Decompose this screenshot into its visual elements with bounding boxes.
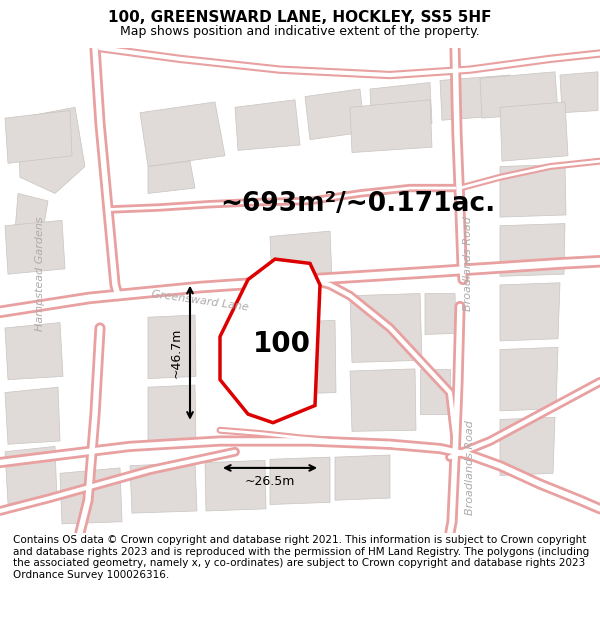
Text: 100: 100 (253, 330, 311, 358)
Text: Broadlands Road: Broadlands Road (463, 216, 473, 311)
Polygon shape (500, 164, 566, 217)
Polygon shape (205, 461, 266, 511)
Polygon shape (480, 72, 558, 118)
Text: ~26.5m: ~26.5m (245, 476, 295, 488)
Polygon shape (440, 75, 512, 120)
Text: Hampstead Gardens: Hampstead Gardens (35, 217, 45, 331)
Polygon shape (350, 369, 416, 431)
Polygon shape (148, 161, 195, 194)
Text: Broadlands Road: Broadlands Road (465, 421, 475, 516)
Text: Contains OS data © Crown copyright and database right 2021. This information is : Contains OS data © Crown copyright and d… (13, 535, 589, 580)
Polygon shape (500, 348, 558, 411)
Polygon shape (148, 315, 196, 379)
Polygon shape (500, 282, 560, 341)
Polygon shape (5, 322, 63, 379)
Polygon shape (335, 455, 390, 500)
Polygon shape (500, 102, 568, 161)
Polygon shape (60, 468, 122, 524)
Polygon shape (370, 82, 432, 130)
Polygon shape (5, 221, 65, 274)
Polygon shape (148, 385, 196, 449)
Text: Map shows position and indicative extent of the property.: Map shows position and indicative extent… (120, 26, 480, 39)
Polygon shape (5, 387, 60, 444)
Polygon shape (560, 72, 598, 112)
Polygon shape (270, 457, 330, 504)
Polygon shape (140, 102, 225, 166)
Polygon shape (270, 321, 336, 395)
Polygon shape (5, 446, 57, 504)
Polygon shape (350, 294, 422, 362)
Polygon shape (350, 100, 432, 152)
Polygon shape (420, 369, 450, 414)
Text: Greensward Lane: Greensward Lane (151, 289, 249, 313)
Polygon shape (15, 194, 48, 236)
Polygon shape (130, 462, 197, 513)
Text: ~46.7m: ~46.7m (170, 328, 182, 378)
Text: 100, GREENSWARD LANE, HOCKLEY, SS5 5HF: 100, GREENSWARD LANE, HOCKLEY, SS5 5HF (108, 9, 492, 24)
Polygon shape (425, 294, 456, 334)
Polygon shape (305, 89, 365, 139)
Polygon shape (220, 259, 320, 422)
Polygon shape (5, 111, 72, 163)
Polygon shape (500, 224, 565, 276)
Polygon shape (270, 231, 332, 282)
Polygon shape (500, 418, 555, 476)
Polygon shape (235, 100, 300, 151)
Polygon shape (18, 107, 85, 194)
Text: ~693m²/~0.171ac.: ~693m²/~0.171ac. (220, 191, 495, 218)
